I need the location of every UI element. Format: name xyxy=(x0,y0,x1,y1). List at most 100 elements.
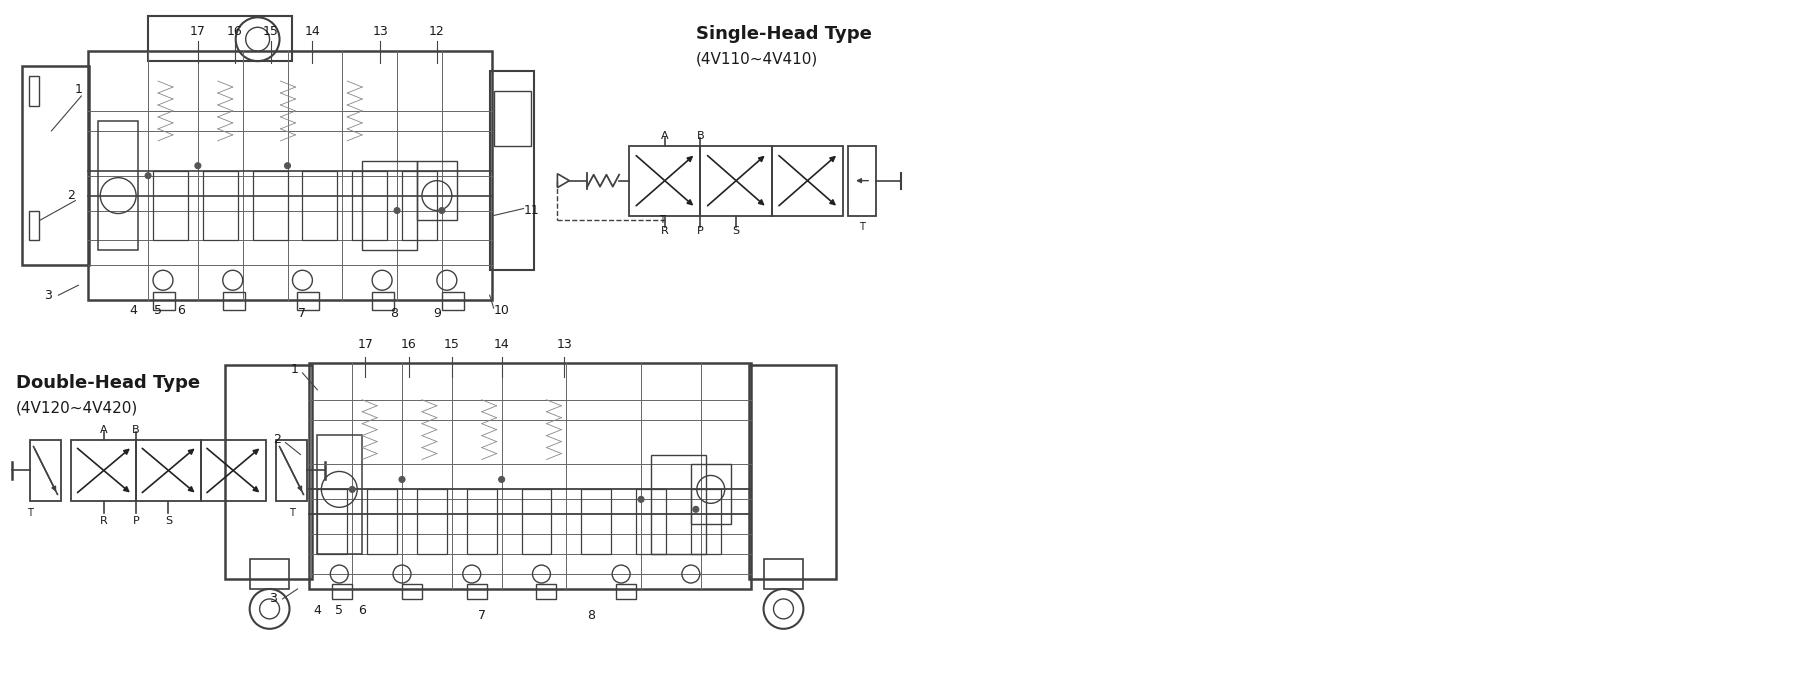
Bar xyxy=(372,292,394,310)
Bar xyxy=(417,161,457,220)
Text: (4V120~4V420): (4V120~4V420) xyxy=(16,400,138,415)
Text: P: P xyxy=(133,516,140,527)
Text: T: T xyxy=(288,508,295,518)
Bar xyxy=(153,292,174,310)
Circle shape xyxy=(146,173,151,179)
Text: 7: 7 xyxy=(478,610,485,623)
Bar xyxy=(403,584,423,599)
Bar xyxy=(22,66,90,265)
Text: 14: 14 xyxy=(494,338,509,351)
Text: 17: 17 xyxy=(358,338,374,351)
Circle shape xyxy=(692,506,699,512)
Bar xyxy=(333,584,352,599)
Bar xyxy=(690,464,730,524)
Text: T: T xyxy=(658,216,665,226)
Circle shape xyxy=(394,207,399,213)
Bar xyxy=(99,121,138,250)
Text: 2: 2 xyxy=(273,433,282,446)
Bar xyxy=(748,365,836,579)
Bar xyxy=(367,490,397,554)
Bar xyxy=(494,91,530,146)
Bar xyxy=(225,365,313,579)
Text: Double-Head Type: Double-Head Type xyxy=(16,374,200,392)
Text: B: B xyxy=(696,131,705,141)
Bar xyxy=(764,559,804,589)
Text: 15: 15 xyxy=(263,25,279,38)
Text: 6: 6 xyxy=(176,303,185,316)
Text: 8: 8 xyxy=(588,610,595,623)
Bar xyxy=(581,490,611,554)
Bar xyxy=(309,363,750,589)
Text: T: T xyxy=(27,508,32,518)
Bar xyxy=(467,584,487,599)
Bar xyxy=(771,146,843,216)
Circle shape xyxy=(194,163,201,168)
Text: 5: 5 xyxy=(155,303,162,316)
Bar xyxy=(636,490,665,554)
Text: 10: 10 xyxy=(494,303,509,316)
Text: 5: 5 xyxy=(334,604,343,617)
Bar xyxy=(361,161,417,250)
Text: R: R xyxy=(101,516,108,527)
Text: 13: 13 xyxy=(372,25,388,38)
Text: 3: 3 xyxy=(268,593,277,606)
Bar xyxy=(297,292,320,310)
Text: 16: 16 xyxy=(401,338,417,351)
Text: 3: 3 xyxy=(45,288,52,301)
Bar xyxy=(223,292,245,310)
Bar xyxy=(72,440,137,501)
Bar xyxy=(29,211,38,241)
Bar xyxy=(521,490,552,554)
Text: 4: 4 xyxy=(313,604,322,617)
Text: 8: 8 xyxy=(390,307,397,320)
Text: 2: 2 xyxy=(68,189,76,202)
Text: 9: 9 xyxy=(433,307,441,320)
Text: 15: 15 xyxy=(444,338,460,351)
Text: 6: 6 xyxy=(358,604,367,617)
Circle shape xyxy=(638,496,644,503)
Text: 12: 12 xyxy=(430,25,444,38)
Bar xyxy=(29,76,38,106)
Text: S: S xyxy=(732,226,739,237)
Text: 11: 11 xyxy=(523,204,539,217)
Text: B: B xyxy=(133,425,140,434)
Text: 13: 13 xyxy=(557,338,572,351)
Circle shape xyxy=(439,207,444,213)
Text: 1: 1 xyxy=(74,83,83,95)
Text: R: R xyxy=(662,226,669,237)
Text: (4V110~4V410): (4V110~4V410) xyxy=(696,52,818,67)
Text: 7: 7 xyxy=(298,307,306,320)
Bar xyxy=(318,434,361,554)
Circle shape xyxy=(399,477,405,482)
Bar xyxy=(536,584,556,599)
Bar xyxy=(201,440,266,501)
Bar xyxy=(489,71,534,270)
Bar xyxy=(302,170,338,241)
Text: 4: 4 xyxy=(129,303,137,316)
Bar xyxy=(690,490,721,554)
Text: 16: 16 xyxy=(227,25,243,38)
Bar xyxy=(203,170,237,241)
Bar xyxy=(442,292,464,310)
Text: A: A xyxy=(662,131,669,141)
Circle shape xyxy=(349,486,356,492)
Bar xyxy=(153,170,189,241)
Bar xyxy=(467,490,496,554)
Text: 1: 1 xyxy=(291,364,298,376)
Bar xyxy=(629,146,701,216)
Bar xyxy=(147,16,293,61)
Text: Single-Head Type: Single-Head Type xyxy=(696,25,872,43)
Bar xyxy=(403,170,437,241)
Bar xyxy=(617,584,636,599)
Bar xyxy=(352,170,387,241)
Bar xyxy=(250,559,289,589)
Bar xyxy=(318,490,347,554)
Bar xyxy=(275,440,307,501)
Bar xyxy=(849,146,876,216)
Bar xyxy=(29,440,61,501)
Text: 14: 14 xyxy=(304,25,320,38)
Text: A: A xyxy=(101,425,108,434)
Bar xyxy=(88,51,491,300)
Text: P: P xyxy=(698,226,703,237)
Text: S: S xyxy=(165,516,173,527)
